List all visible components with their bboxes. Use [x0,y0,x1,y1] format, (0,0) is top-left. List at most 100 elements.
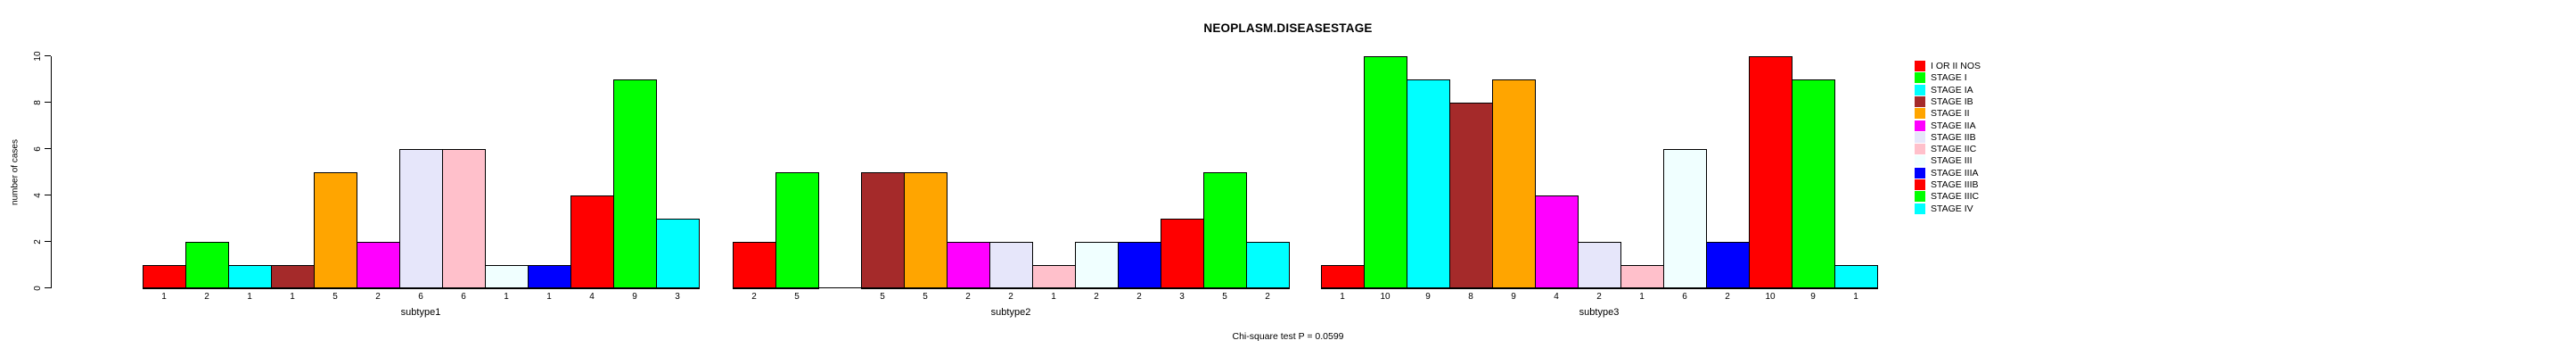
bar-value-label: 1 [161,292,167,302]
legend-label: STAGE IIB [1931,131,1976,143]
caption: Chi-square test P = 0.0599 [1232,331,1344,342]
legend-swatch [1915,179,1925,190]
legend-swatch [1915,203,1925,214]
bar-value-label: 1 [1853,292,1858,302]
legend-swatch [1915,95,1925,107]
bar-value-label: 5 [880,292,885,302]
bar-value-label: 2 [1008,292,1013,302]
bar-value-label: 1 [247,292,252,302]
bar [1032,265,1076,289]
bar [314,172,357,289]
bar-value-label: 1 [546,292,552,302]
legend-swatch [1915,144,1925,155]
legend-swatch [1915,72,1925,84]
bar-value-label: 2 [375,292,381,302]
bar [1075,242,1119,289]
bar [442,149,486,289]
bar-value-label: 4 [589,292,595,302]
y-tick [45,102,51,103]
bar-value-label: 8 [1468,292,1473,302]
bar-value-label: 2 [1094,292,1099,302]
bar [1321,265,1365,289]
legend-label: STAGE IIIC [1931,191,1980,203]
bar [1492,79,1536,289]
bar [228,265,272,289]
bar [989,242,1033,289]
bar [904,172,948,289]
bar-value-label: 3 [1179,292,1185,302]
bar [1449,103,1493,289]
bar [1663,149,1707,289]
legend-label: STAGE IB [1931,95,1973,107]
bar [613,79,657,289]
x-baseline [1321,287,1878,288]
bar [775,172,819,289]
bar [1578,242,1621,289]
bar [1792,79,1835,289]
bar-value-label: 2 [1265,292,1270,302]
legend-label: STAGE II [1931,107,1970,119]
group-axis-label: subtype2 [990,307,1031,318]
bar-value-label: 2 [751,292,757,302]
bar [1834,265,1878,289]
bar-value-label: 2 [204,292,209,302]
group-axis-label: subtype1 [400,307,441,318]
bar [1535,195,1579,289]
bar-value-label: 1 [504,292,509,302]
bar-value-label: 1 [1340,292,1345,302]
bar [1364,56,1407,289]
bar-value-label: 5 [332,292,338,302]
legend-label: STAGE IIA [1931,120,1976,131]
bar [357,242,400,289]
chart-title: NEOPLASM.DISEASESTAGE [1203,21,1373,35]
y-tick [45,55,51,56]
bar-value-label: 4 [1554,292,1559,302]
bar-value-label: 3 [675,292,680,302]
legend-label: STAGE III [1931,155,1973,167]
bar-value-label: 5 [923,292,928,302]
legend-label: STAGE I [1931,72,1967,84]
legend-label: STAGE IIIA [1931,167,1979,178]
group-axis-label: subtype3 [1579,307,1620,318]
bar-value-label: 9 [1425,292,1431,302]
legend-swatch [1915,131,1925,143]
bar-value-label: 10 [1765,292,1776,302]
legend-swatch [1915,120,1925,131]
bar-value-label: 6 [461,292,466,302]
bar-value-label: 10 [1380,292,1391,302]
bar [185,242,229,289]
bar-value-label: 6 [1682,292,1687,302]
legend-label: STAGE IIC [1931,143,1977,154]
bar-value-label: 2 [1725,292,1730,302]
bar-value-label: 2 [1596,292,1602,302]
y-tick [45,287,51,288]
bar-value-label: 9 [632,292,637,302]
bar-value-label: 5 [794,292,800,302]
bar-value-label: 9 [1511,292,1516,302]
bar [656,219,700,289]
bar-value-label: 2 [1136,292,1142,302]
y-tick [45,241,51,242]
legend-swatch [1915,155,1925,167]
bar [1749,56,1793,289]
bar-value-label: 2 [965,292,971,302]
bar [1246,242,1290,289]
bar [1203,172,1247,289]
x-baseline [143,287,700,288]
bar [399,149,443,289]
legend-swatch [1915,61,1925,71]
bar [143,265,186,289]
bar [1706,242,1750,289]
legend-label: STAGE IA [1931,84,1973,95]
bar-value-label: 1 [290,292,295,302]
legend-label: STAGE IV [1931,203,1973,214]
legend-swatch [1915,108,1925,120]
bar-value-label: 9 [1810,292,1816,302]
x-baseline [733,287,1290,288]
legend-label: I OR II NOS [1931,60,1981,71]
bar [570,195,614,289]
